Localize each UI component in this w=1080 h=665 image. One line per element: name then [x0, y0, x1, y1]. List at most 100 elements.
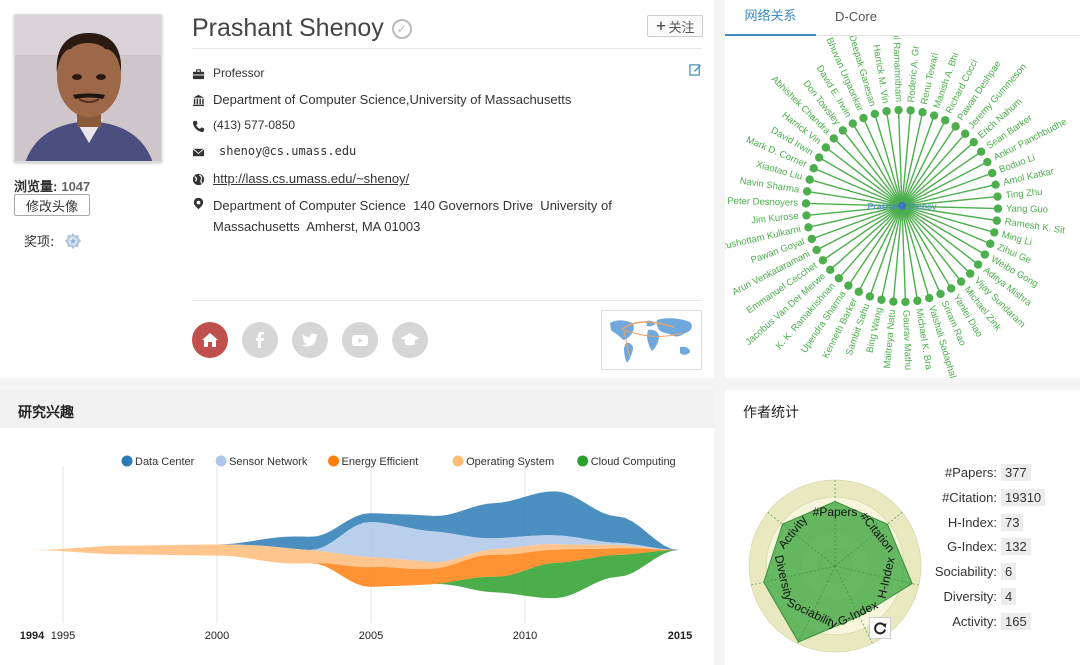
tab-network[interactable]: 网络关系 — [725, 0, 816, 36]
network-node[interactable] — [992, 216, 1002, 225]
legend-item[interactable]: Sensor Network — [215, 455, 308, 469]
network-node-label[interactable]: Jim Kurose — [751, 211, 799, 227]
stream-layer[interactable] — [32, 550, 679, 599]
network-node-label[interactable]: Ting Zhu — [1005, 187, 1043, 202]
legend-item[interactable]: Cloud Computing — [577, 455, 676, 469]
facebook-icon — [256, 332, 264, 348]
network-node[interactable] — [924, 293, 934, 303]
network-node[interactable] — [993, 192, 1002, 201]
network-node[interactable] — [929, 111, 939, 120]
tab-d-core[interactable]: D-Core — [835, 9, 877, 24]
legend-item[interactable]: Data Center — [121, 455, 195, 469]
network-node[interactable] — [804, 223, 813, 232]
network-node-label[interactable]: Gaurav Mathu — [900, 310, 913, 371]
network-node[interactable] — [960, 129, 970, 138]
network-node[interactable] — [838, 126, 848, 135]
network-node[interactable] — [814, 153, 824, 162]
edit-info-icon[interactable] — [689, 63, 702, 76]
network-node[interactable] — [844, 281, 853, 290]
stat-row: Sociability: 6 — [915, 562, 1055, 582]
network-node[interactable] — [987, 168, 997, 178]
network-node[interactable] — [807, 234, 817, 244]
network-node[interactable] — [947, 284, 956, 293]
follow-button[interactable]: + 关注 — [647, 15, 703, 37]
legend-item[interactable]: Energy Efficient — [328, 455, 418, 469]
network-node[interactable] — [859, 113, 868, 123]
network-node[interactable] — [990, 228, 999, 237]
network-node-label[interactable]: Peter Desnoyers — [727, 196, 798, 209]
network-node-label[interactable]: Maitreya Natu — [882, 309, 898, 369]
network-node[interactable] — [936, 289, 945, 299]
network-edge — [901, 205, 986, 256]
stream-layer[interactable] — [32, 491, 679, 550]
homepage-link[interactable]: http://lass.cs.umass.edu/~shenoy/ — [213, 171, 410, 186]
legend-item[interactable]: Operating System — [452, 455, 555, 469]
network-node[interactable] — [983, 157, 992, 167]
network-node[interactable] — [969, 138, 978, 147]
network-node[interactable] — [870, 109, 880, 119]
network-node-label[interactable]: Roderic A. Gr — [906, 45, 922, 103]
youtube-button[interactable] — [342, 322, 378, 358]
stream-layer[interactable] — [32, 548, 679, 587]
stat-value: 165 — [1001, 612, 1031, 630]
network-node[interactable] — [882, 107, 891, 116]
edit-avatar-button[interactable]: 修改头像 — [14, 194, 90, 216]
x-axis-tick-label: 1995 — [51, 630, 75, 642]
network-node[interactable] — [865, 292, 875, 301]
network-node[interactable] — [809, 164, 818, 173]
network-node[interactable] — [821, 143, 831, 152]
network-node[interactable] — [991, 180, 1000, 189]
network-node[interactable] — [918, 108, 927, 117]
stream-layer[interactable] — [32, 544, 679, 569]
network-node[interactable] — [993, 204, 1003, 213]
research-interest-streamgraph[interactable]: Data Center Sensor Network Energy Efficien… — [0, 428, 714, 665]
facebook-button[interactable] — [242, 322, 278, 358]
phone-row: (413) 577-0850 — [192, 118, 295, 133]
network-node[interactable] — [906, 106, 915, 115]
network-node[interactable] — [805, 175, 814, 184]
world-map-thumbnail[interactable] — [601, 310, 702, 370]
network-node[interactable] — [941, 116, 950, 125]
legend-label: Operating System — [466, 456, 554, 468]
network-node[interactable] — [894, 105, 903, 115]
stat-value: 132 — [1001, 538, 1031, 556]
stream-layer[interactable] — [32, 522, 679, 563]
network-node[interactable] — [913, 296, 922, 305]
network-node[interactable] — [802, 187, 812, 196]
network-node[interactable] — [848, 119, 857, 128]
award-badge-icon[interactable] — [64, 232, 82, 250]
network-edge — [816, 205, 903, 251]
network-edge — [901, 205, 942, 295]
network-node[interactable] — [854, 287, 863, 296]
network-node[interactable] — [901, 297, 910, 307]
network-node[interactable] — [818, 256, 828, 265]
network-node[interactable] — [980, 250, 990, 259]
network-node[interactable] — [802, 211, 811, 220]
scholar-button[interactable] — [392, 322, 428, 358]
network-node[interactable] — [889, 297, 898, 306]
graduation-cap-icon — [401, 333, 419, 346]
network-edge — [858, 205, 903, 293]
network-node[interactable] — [986, 239, 995, 248]
network-node[interactable] — [956, 277, 966, 286]
network-node[interactable] — [951, 122, 960, 131]
network-node-label[interactable]: Krithi Ramamritham — [890, 36, 904, 102]
stat-label: #Papers: — [944, 465, 997, 480]
network-node-label[interactable]: Yang Guo — [1006, 203, 1048, 215]
twitter-button[interactable] — [292, 322, 328, 358]
network-node[interactable] — [826, 265, 835, 274]
refresh-button[interactable] — [869, 617, 891, 639]
network-center-node[interactable] — [898, 202, 906, 210]
network-edge — [901, 141, 975, 207]
network-node[interactable] — [801, 199, 811, 208]
network-node[interactable] — [834, 274, 844, 283]
network-node[interactable] — [829, 134, 839, 143]
home-button[interactable] — [192, 322, 228, 358]
stat-row: #Papers: 377 — [915, 463, 1055, 483]
network-node[interactable] — [812, 245, 821, 255]
network-node[interactable] — [976, 147, 986, 156]
network-node[interactable] — [965, 269, 975, 278]
network-node[interactable] — [877, 295, 886, 304]
network-node[interactable] — [973, 260, 983, 269]
